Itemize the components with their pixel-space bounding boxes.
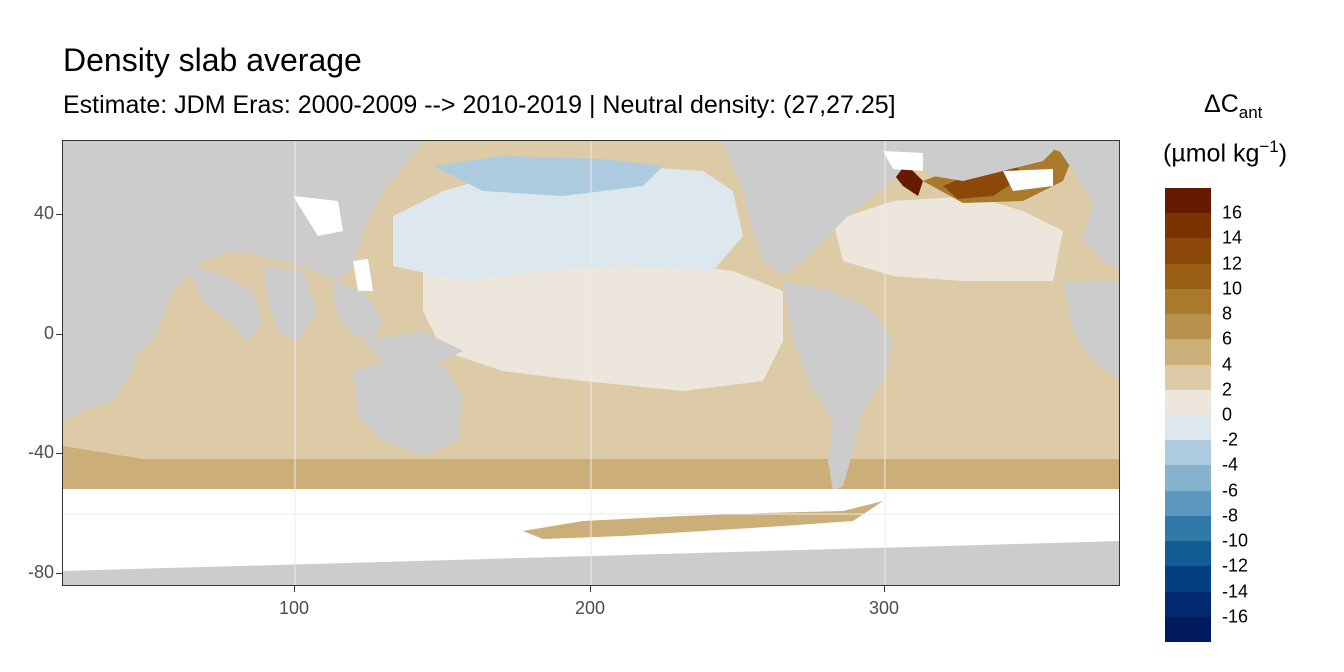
legend-label: -6	[1222, 480, 1239, 501]
legend-label: -2	[1222, 429, 1239, 450]
legend-label: 2	[1222, 379, 1233, 400]
map-panel	[62, 140, 1120, 586]
legend-label: -10	[1222, 530, 1249, 551]
x-tick-label: 200	[574, 598, 606, 618]
plot-title: Density slab average	[63, 42, 362, 78]
legend-colorbar	[1165, 188, 1211, 643]
legend-swatch	[1165, 213, 1211, 239]
north-pacific-darker-blue	[433, 156, 663, 196]
legend-swatch	[1165, 389, 1211, 416]
x-tick-label: 300	[868, 598, 900, 618]
pacific-light-zone	[423, 251, 783, 391]
legend-swatch	[1165, 238, 1211, 265]
y-tick-mark	[56, 214, 62, 215]
legend-label: 16	[1222, 202, 1243, 223]
legend-swatch	[1165, 465, 1211, 492]
legend-label: 6	[1222, 328, 1233, 349]
legend-swatch	[1165, 188, 1211, 214]
legend-swatch	[1165, 515, 1211, 542]
legend-swatch	[1165, 339, 1211, 366]
y-tick-label: 40	[33, 203, 54, 223]
map-svg	[63, 141, 1119, 585]
legend-swatch	[1165, 616, 1211, 643]
x-tick-label: 100	[278, 598, 310, 618]
x-tick-mark	[884, 586, 885, 592]
north-pacific-blue	[393, 166, 743, 281]
legend-label: -12	[1222, 555, 1249, 576]
grid-lines	[63, 141, 1119, 585]
legend-label: -8	[1222, 505, 1239, 526]
y-tick-label: -40	[27, 442, 54, 462]
legend-swatch	[1165, 566, 1211, 593]
legend-swatch	[1165, 541, 1211, 567]
y-tick-mark	[56, 453, 62, 454]
legend-swatch	[1165, 314, 1211, 340]
legend-swatch	[1165, 263, 1211, 290]
x-tick-mark	[294, 586, 295, 592]
legend-label: 14	[1222, 227, 1243, 248]
y-tick-mark	[56, 334, 62, 335]
legend-label: -14	[1222, 581, 1249, 602]
legend-swatch	[1165, 440, 1211, 466]
legend-label: 4	[1222, 354, 1233, 375]
y-tick-label: 0	[43, 323, 54, 343]
legend-swatch	[1165, 490, 1211, 517]
legend-label: 0	[1222, 404, 1233, 425]
x-tick-mark	[590, 586, 591, 592]
legend-swatch	[1165, 591, 1211, 618]
plot-subtitle: Estimate: JDM Eras: 2000-2009 --> 2010-2…	[63, 91, 896, 119]
legend-title-line1: ΔCant	[1204, 90, 1263, 122]
y-tick-mark	[56, 573, 62, 574]
legend-swatch	[1165, 288, 1211, 315]
north-atlantic-light	[833, 196, 1063, 281]
legend-label: 10	[1222, 278, 1243, 299]
legend-label: -16	[1222, 606, 1249, 627]
legend-label: -4	[1222, 454, 1239, 475]
legend-label: 12	[1222, 253, 1243, 274]
legend-label: 8	[1222, 303, 1233, 324]
legend-swatch	[1165, 415, 1211, 441]
ross-sea-coastal	[523, 501, 883, 539]
legend-swatch	[1165, 364, 1211, 391]
y-tick-label: -80	[27, 562, 54, 582]
legend-title-line2: (µmol kg−1)	[1163, 137, 1288, 168]
